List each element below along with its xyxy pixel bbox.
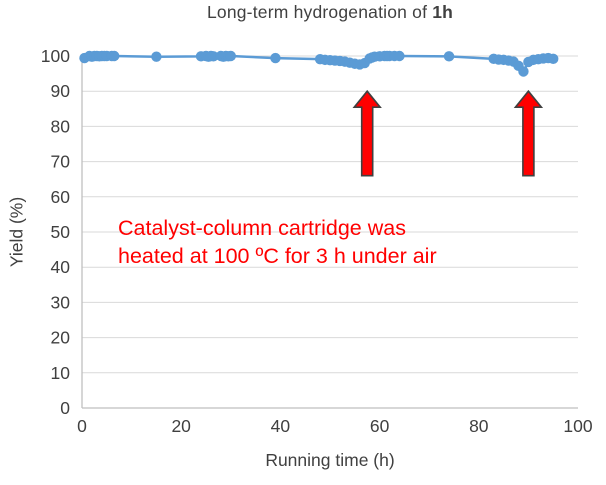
up-arrow bbox=[352, 89, 382, 177]
y-tick-label: 50 bbox=[51, 222, 71, 242]
annotation-line-1: Catalyst-column cartridge was bbox=[118, 216, 406, 240]
y-tick-label: 40 bbox=[51, 257, 71, 277]
y-tick-label: 70 bbox=[51, 152, 71, 172]
y-tick-label: 100 bbox=[41, 46, 70, 66]
chart-title-text: Long-term hydrogenation of bbox=[206, 2, 433, 22]
annotation-line-2: heated at 100 ºC for 3 h under air bbox=[118, 243, 437, 268]
y-tick-label: 20 bbox=[51, 328, 71, 348]
x-tick-label: 80 bbox=[469, 416, 489, 436]
data-point bbox=[443, 51, 455, 62]
data-point bbox=[518, 66, 529, 77]
x-tick-label: 60 bbox=[370, 416, 390, 436]
data-point bbox=[151, 51, 162, 62]
x-tick-label: 20 bbox=[171, 416, 191, 436]
up-arrow bbox=[513, 89, 544, 177]
y-tick-label: 80 bbox=[51, 116, 71, 136]
x-axis-label: Running time (h) bbox=[265, 450, 395, 470]
data-point bbox=[548, 53, 559, 65]
y-tick-label: 10 bbox=[51, 363, 71, 383]
x-tick-label: 40 bbox=[271, 416, 291, 436]
chart-title-bold-compound: 1h bbox=[432, 2, 454, 22]
y-tick-label: 30 bbox=[51, 292, 71, 312]
data-point bbox=[109, 50, 120, 62]
annotation-text: Catalyst-column cartridge was heated at … bbox=[118, 215, 437, 271]
data-point bbox=[208, 51, 219, 62]
y-axis-label: Yield (%) bbox=[6, 196, 27, 268]
data-point bbox=[270, 52, 281, 64]
y-tick-label: 90 bbox=[51, 81, 71, 101]
x-tick-label: 0 bbox=[77, 416, 87, 436]
data-point bbox=[394, 50, 405, 62]
data-point bbox=[225, 50, 236, 62]
chart-title: Long-term hydrogenation of 1h bbox=[82, 2, 578, 23]
y-tick-label: 60 bbox=[51, 187, 71, 207]
y-tick-label: 0 bbox=[60, 398, 70, 418]
x-tick-label: 100 bbox=[563, 416, 592, 436]
